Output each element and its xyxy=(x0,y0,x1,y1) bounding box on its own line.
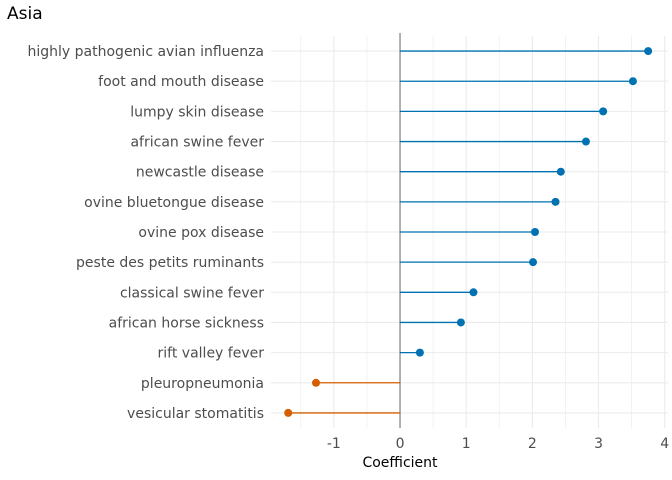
x-tick-label: -1 xyxy=(327,436,341,452)
data-point xyxy=(529,258,538,267)
category-label: african swine fever xyxy=(130,135,264,151)
data-point xyxy=(599,107,608,116)
category-label: pleuropneumonia xyxy=(141,376,264,392)
x-tick-labels: -1 0 1 2 3 4 xyxy=(327,436,669,452)
x-tick-label: 4 xyxy=(660,436,669,452)
category-label: highly pathogenic avian influenza xyxy=(28,44,264,60)
data-point xyxy=(644,47,653,56)
category-label: ovine pox disease xyxy=(138,225,264,241)
data-point xyxy=(551,197,560,206)
data-point xyxy=(469,288,478,297)
data-point xyxy=(581,137,590,146)
x-tick-label: 0 xyxy=(396,436,405,452)
category-label: lumpy skin disease xyxy=(130,104,264,120)
category-label: classical swine fever xyxy=(120,285,264,301)
data-point xyxy=(284,408,293,417)
chart-title: Asia xyxy=(7,4,43,24)
data-point xyxy=(311,378,320,387)
category-label: vesicular stomatitis xyxy=(127,406,264,422)
category-label: peste des petits ruminants xyxy=(76,255,264,271)
data-point xyxy=(556,167,565,176)
data-point xyxy=(415,348,424,357)
category-label: foot and mouth disease xyxy=(98,74,264,90)
x-tick-label: 3 xyxy=(594,436,603,452)
data-point xyxy=(628,77,637,86)
category-label: ovine bluetongue disease xyxy=(84,195,264,211)
x-tick-label: 1 xyxy=(462,436,471,452)
data-point xyxy=(456,318,465,327)
data-point xyxy=(531,228,540,236)
category-label: african horse sickness xyxy=(109,315,264,331)
x-tick-label: 2 xyxy=(528,436,537,452)
x-axis-label: Coefficient xyxy=(362,455,438,471)
category-label: rift valley fever xyxy=(158,346,265,362)
stem-layer xyxy=(288,50,649,414)
category-label: newcastle disease xyxy=(136,165,264,181)
point-layer xyxy=(284,47,653,417)
category-labels: highly pathogenic avian influenza foot an… xyxy=(28,44,265,422)
